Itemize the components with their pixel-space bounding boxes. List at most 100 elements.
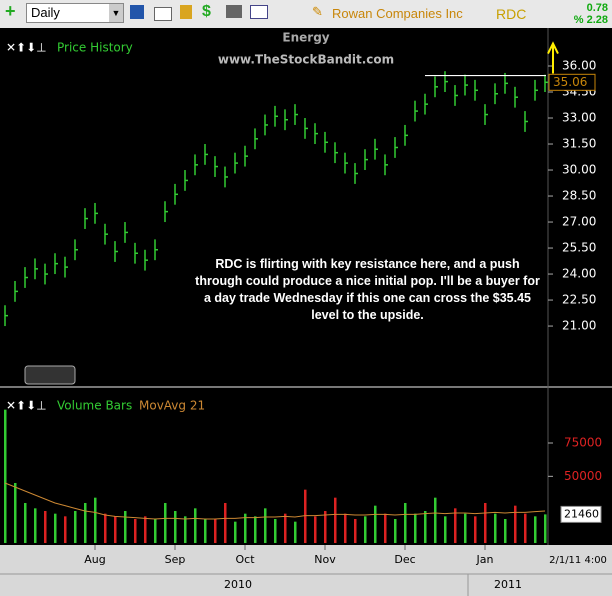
time-axis <box>0 545 612 596</box>
table-icon[interactable] <box>250 5 268 19</box>
dollar-icon[interactable]: $ <box>202 3 211 20</box>
panel-controls[interactable]: ✕⬆⬇⊥ <box>6 399 47 413</box>
breakout-arrow <box>547 41 559 74</box>
volume-bar <box>364 516 367 543</box>
y2-tick-label: 75000 <box>564 436 602 450</box>
volume-bar <box>424 511 427 543</box>
moving-average <box>4 482 546 520</box>
volume-bar <box>134 519 137 543</box>
volume-bar <box>44 511 47 543</box>
volume-bar <box>34 508 37 543</box>
symbol: RDC <box>496 6 527 22</box>
annotation-box: RDC is flirting with key resistance here… <box>195 257 540 322</box>
volume-label: Volume Bars <box>57 399 132 413</box>
volume-bar <box>224 503 227 543</box>
change: 0.78 <box>586 2 608 14</box>
volume-bar <box>274 519 277 543</box>
volume-bar <box>374 505 377 543</box>
volume-bar <box>194 508 197 543</box>
last-price-box <box>548 73 596 91</box>
chart: ✕⬆⬇⊥ Price History Energy www.TheStockBa… <box>0 28 612 596</box>
last-price: 35.06 <box>553 75 587 89</box>
scroll-button[interactable] <box>24 365 76 385</box>
volume-bar <box>414 513 417 543</box>
mail-icon[interactable] <box>154 7 172 21</box>
volume-bar <box>444 516 447 543</box>
y-tick-label: 31.50 <box>562 137 596 151</box>
volume-bar <box>104 513 107 543</box>
company-name: Rowan Companies Inc <box>332 6 463 21</box>
volume-bar <box>244 513 247 543</box>
dropdown-arrow[interactable]: ▼ <box>109 4 123 22</box>
volume-bar <box>234 521 237 543</box>
volume-bar <box>454 508 457 543</box>
y2-tick-label: 50000 <box>564 469 602 483</box>
y-tick-label: 36.00 <box>562 59 596 73</box>
panel-controls[interactable]: ✕⬆⬇⊥ <box>6 41 47 55</box>
volume-bar <box>14 483 17 543</box>
volume-bar <box>474 516 477 543</box>
volume-bar <box>294 521 297 543</box>
y-tick-label: 21.00 <box>562 319 596 333</box>
change-percent: % 2.28 <box>573 14 608 26</box>
add-button[interactable]: + <box>5 1 16 21</box>
pencil-icon[interactable]: ✎ <box>312 4 323 19</box>
price-label: Price History <box>57 41 133 55</box>
average-label: MovAvg 21 <box>139 399 205 413</box>
volume-bar <box>544 514 547 543</box>
volume-bar <box>534 516 537 543</box>
volume-bar <box>164 503 167 543</box>
volume-bar <box>434 497 437 543</box>
volume-bar <box>24 503 27 543</box>
volume-bar <box>404 503 407 543</box>
y-tick-label: 22.50 <box>562 293 596 307</box>
volume-bar <box>324 511 327 543</box>
sector: Energy <box>282 31 329 45</box>
volume-bar <box>174 511 177 543</box>
y-tick-label: 24.00 <box>562 267 596 281</box>
last-volume: 21460 <box>564 507 599 520</box>
y-tick-label: 28.50 <box>562 189 596 203</box>
lock-icon[interactable] <box>180 5 192 19</box>
volume-bar <box>384 513 387 543</box>
y-tick-label: 25.50 <box>562 241 596 255</box>
timestamp: 2/1/11 4:00 <box>549 555 607 566</box>
volume-bar <box>204 519 207 543</box>
volume-bar <box>334 497 337 543</box>
volume-bar <box>114 516 117 543</box>
y-tick-label: 30.00 <box>562 163 596 177</box>
volume-bar <box>284 513 287 543</box>
y-tick-label: 27.00 <box>562 215 596 229</box>
volume-bar <box>4 409 7 543</box>
year-label: 2011 <box>494 578 522 591</box>
interval-select[interactable]: Daily ▼ <box>26 3 124 23</box>
x-tick-label: Nov <box>314 553 336 566</box>
x-tick-label: Jan <box>476 553 494 566</box>
volume-bar <box>344 513 347 543</box>
volume-bar <box>64 516 67 543</box>
x-tick-label: Sep <box>165 553 186 566</box>
volume-bar <box>304 489 307 543</box>
volume-bar <box>264 508 267 543</box>
x-tick-label: Dec <box>394 553 415 566</box>
volume-bar <box>214 519 217 543</box>
volume-bar <box>84 503 87 543</box>
volume-bar <box>54 513 57 543</box>
toolbar: + Daily ▼ $ ✎ Rowan Companies Inc RDC 0.… <box>0 0 612 29</box>
toolbar-icons: $ <box>130 3 270 21</box>
annotation: RDC is flirting with key resistance here… <box>195 257 540 322</box>
volume-bar <box>464 513 467 543</box>
volume-bar <box>504 519 507 543</box>
volume-bar <box>154 519 157 543</box>
volume-bar <box>524 513 527 543</box>
volume-bar <box>484 503 487 543</box>
x-tick-label: Oct <box>235 553 255 566</box>
volume-bar <box>354 519 357 543</box>
interval: Daily <box>31 5 60 20</box>
print-icon[interactable] <box>226 5 242 18</box>
save-icon[interactable] <box>130 5 144 19</box>
watermark: www.TheStockBandit.com <box>218 53 394 67</box>
volume-bar <box>124 511 127 543</box>
volume-bar <box>494 513 497 543</box>
